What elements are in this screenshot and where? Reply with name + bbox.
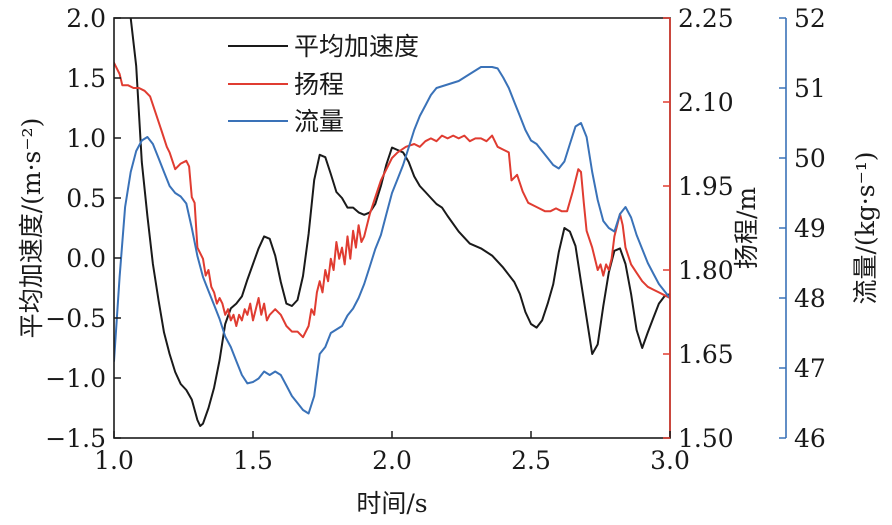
right1-tick-label: 1.95 (678, 172, 734, 201)
left-tick-label: −0.5 (45, 304, 106, 333)
legend-label-flow: 流量 (294, 107, 344, 136)
right1-tick-label: 1.65 (678, 340, 734, 369)
x-axis-title: 时间/s (356, 489, 427, 518)
right2-tick-label: 51 (794, 74, 826, 103)
left-tick-label: 0.0 (66, 244, 106, 273)
left-tick-label: 1.5 (66, 64, 106, 93)
left-tick-label: −1.0 (45, 364, 106, 393)
left-tick-label: −1.5 (45, 424, 106, 453)
series-line-1 (114, 61, 670, 339)
plot-area (113, 17, 671, 439)
right2-tick-label: 47 (794, 354, 826, 383)
right2-tick-label: 50 (794, 144, 826, 173)
x-tick-label: 1.5 (233, 446, 273, 475)
x-tick-label: 2.5 (511, 446, 551, 475)
left-tick-label: 2.0 (66, 4, 106, 33)
series-line-2 (114, 66, 670, 415)
series-layer (114, 18, 670, 427)
left-tick-label: 0.5 (66, 184, 106, 213)
right2-tick-label: 48 (794, 284, 826, 313)
left-axis-title: 平均加速度/(m·s⁻²) (17, 118, 46, 339)
legend-label-acceleration: 平均加速度 (294, 32, 419, 61)
x-tick-label: 3.0 (650, 446, 690, 475)
legend-label-head: 扬程 (294, 70, 344, 99)
x-tick-label: 1.0 (94, 446, 134, 475)
right2-tick-label: 52 (794, 4, 826, 33)
right1-tick-label: 1.50 (678, 424, 734, 453)
legend: 平均加速度 扬程 流量 (228, 32, 419, 136)
left-tick-label: 1.0 (66, 124, 106, 153)
right1-tick-label: 2.10 (678, 88, 734, 117)
right2-axis-title: 流量/(kg·s⁻¹) (851, 151, 880, 304)
right1-tick-label: 1.80 (678, 256, 734, 285)
right1-tick-label: 2.25 (678, 4, 734, 33)
x-tick-label: 2.0 (372, 446, 412, 475)
right2-tick-label: 49 (794, 214, 826, 243)
right1-axis-title: 扬程/m (732, 187, 761, 269)
ticks-layer: 1.0 1.5 2.0 2.5 3.0 2.0 1.5 1.0 0.5 0.0 −0.5 −1.0 −1… (45, 4, 826, 475)
right2-tick-label: 46 (794, 424, 826, 453)
series-line-0 (129, 18, 670, 427)
